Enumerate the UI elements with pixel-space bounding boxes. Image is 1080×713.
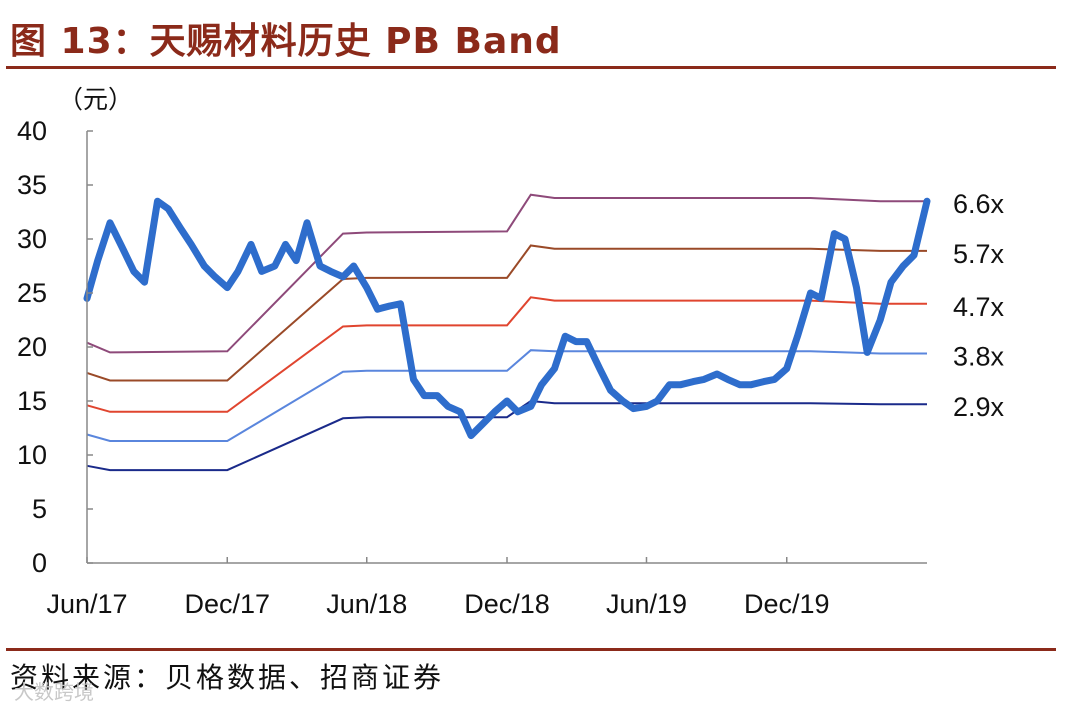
- band-line-6-6x: [86, 193, 927, 354]
- price-line: [83, 197, 931, 440]
- band-label-4-7x: 4.7x: [953, 292, 1005, 322]
- y-tick-label: 20: [17, 332, 47, 362]
- y-axis-unit-label: （元）: [58, 85, 133, 114]
- band-label-6-6x: 6.6x: [953, 189, 1005, 219]
- source-note: 资料来源：贝格数据、招商证券: [10, 661, 445, 694]
- y-tick-label: 35: [17, 170, 47, 200]
- band-label-2-9x: 2.9x: [953, 392, 1005, 422]
- x-tick-label: Dec/17: [184, 589, 270, 619]
- x-tick-label: Jun/18: [326, 589, 407, 619]
- figure-title: 图 13：天赐材料历史 PB Band: [10, 21, 562, 62]
- source-divider: [6, 648, 1056, 651]
- band-line-3-8x: [86, 349, 927, 442]
- price-line-layer: [83, 197, 931, 440]
- y-tick-label: 25: [17, 278, 47, 308]
- x-tick-label: Jun/19: [606, 589, 687, 619]
- band-lines: 6.6x 5.7x 4.7x 3.8x 2.9x: [86, 189, 1005, 472]
- axes: 0 5 10 15 20 25 30 35 40 Jun/17 Dec/17 Jun/18 Dec/18…: [17, 116, 927, 619]
- y-tick-label: 10: [17, 440, 47, 470]
- x-tick-label: Jun/17: [46, 589, 127, 619]
- y-tick-label: 5: [32, 494, 47, 524]
- band-line-2-9x: [86, 399, 927, 472]
- y-tick-label: 15: [17, 386, 47, 416]
- band-label-5-7x: 5.7x: [953, 239, 1005, 269]
- x-tick-label: Dec/19: [744, 589, 830, 619]
- band-label-3-8x: 3.8x: [953, 341, 1005, 371]
- title-divider: [6, 66, 1056, 69]
- x-tick-label: Dec/18: [464, 589, 550, 619]
- y-tick-label: 30: [17, 224, 47, 254]
- y-tick-label: 0: [32, 548, 47, 578]
- watermark: 大数跨境: [14, 680, 94, 704]
- y-tick-label: 40: [17, 116, 47, 146]
- band-line-4-7x: [86, 296, 927, 413]
